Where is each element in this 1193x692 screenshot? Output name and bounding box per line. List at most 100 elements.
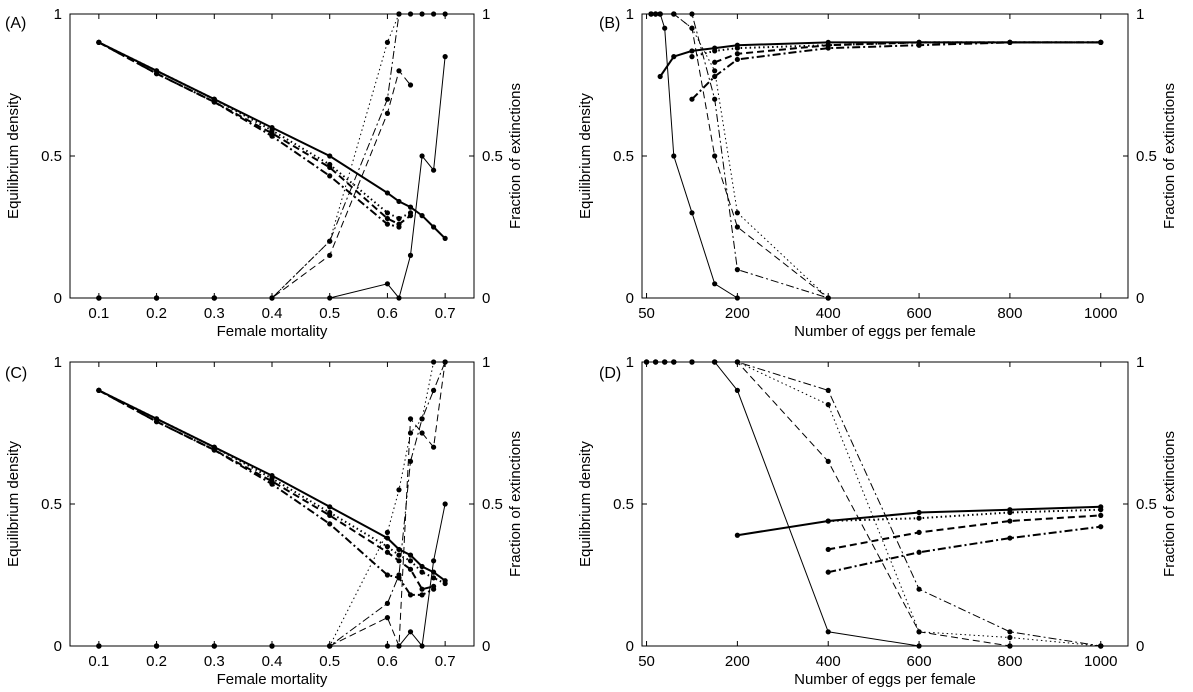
data-point	[1007, 629, 1013, 635]
data-point	[734, 359, 740, 365]
data-point	[407, 558, 414, 564]
series-line	[651, 13, 829, 299]
data-point	[431, 359, 437, 365]
data-point	[825, 629, 831, 635]
series-line	[98, 361, 435, 647]
data-point	[96, 387, 102, 393]
data-point	[825, 546, 831, 553]
data-point	[96, 39, 102, 46]
data-point	[643, 359, 650, 365]
data-point	[712, 59, 718, 65]
series-line	[659, 41, 1101, 78]
data-point	[825, 45, 831, 51]
x-tick-label: 0.1	[88, 305, 109, 322]
panel-c: 0.1 0.2 0.3 0.4 0.5 0.6 0.7 0 0.5 1 0 0.5 1 Female mo…	[5, 354, 524, 688]
x-tick-label: 0.7	[435, 653, 456, 670]
data-point	[825, 458, 831, 464]
data-point	[671, 54, 677, 60]
data-point	[419, 416, 425, 422]
series-line	[98, 41, 412, 226]
y-right-tick-label: 0	[482, 290, 490, 307]
data-point	[407, 416, 414, 422]
data-point	[327, 521, 333, 527]
data-point	[96, 643, 102, 649]
plot-frame	[641, 361, 1129, 647]
panel-d: 50 200 400 600 800 1000 0 0.5 1 0 0.5 1 Number of eg…	[577, 354, 1178, 688]
data-point	[916, 515, 922, 521]
data-point	[1098, 524, 1104, 530]
series-line	[98, 361, 446, 647]
panel-label: (A)	[5, 15, 26, 32]
y-right-tick-label: 1	[482, 6, 490, 23]
panel-label: (D)	[599, 365, 621, 382]
y-right-tick-label: 0.5	[482, 496, 503, 513]
x-tick-label: 800	[997, 305, 1022, 322]
x-tick-label: 0.2	[146, 653, 167, 670]
series-line	[98, 69, 411, 299]
data-point	[431, 11, 437, 17]
data-point	[407, 458, 414, 464]
series-extinction-dashdot	[96, 11, 448, 301]
data-point	[916, 509, 922, 516]
plot-frame	[69, 361, 475, 647]
series-line	[98, 41, 411, 220]
data-point	[396, 224, 402, 230]
data-point	[662, 359, 668, 365]
data-point	[153, 295, 160, 301]
data-point	[442, 501, 448, 507]
x-tick-label: 0.1	[88, 653, 109, 670]
series-extinction-dashed	[96, 68, 414, 301]
plot-frame	[69, 13, 475, 299]
data-point	[396, 546, 402, 553]
series-extinction-solid	[96, 54, 448, 301]
data-point	[396, 295, 402, 301]
y-right-axis-label: Fraction of extinctions	[507, 431, 524, 577]
data-point	[384, 190, 391, 196]
data-point	[431, 387, 437, 393]
data-point	[327, 504, 333, 510]
y-right-tick-label: 0	[482, 638, 490, 655]
data-point	[916, 529, 922, 536]
data-point	[734, 224, 740, 230]
series-density-dashed	[825, 512, 1104, 553]
data-point	[407, 213, 414, 219]
y-right-tick-label: 0.5	[482, 148, 503, 165]
data-point	[1098, 507, 1104, 513]
x-tick-label: 0.2	[146, 305, 167, 322]
data-point	[384, 39, 391, 46]
data-point	[396, 198, 402, 205]
data-point	[396, 487, 402, 493]
data-point	[1098, 512, 1104, 518]
data-point	[442, 235, 448, 241]
series-line	[98, 503, 446, 648]
data-point	[657, 11, 663, 17]
data-point	[916, 549, 922, 555]
data-point	[442, 54, 448, 60]
y-tick-label: 0	[54, 638, 62, 655]
x-tick-label: 400	[816, 305, 841, 322]
x-tick-label: 0.6	[377, 305, 398, 322]
data-point	[384, 281, 391, 287]
y-tick-label: 0.5	[41, 148, 62, 165]
data-point	[442, 580, 448, 587]
series-line	[651, 13, 829, 299]
data-point	[327, 153, 333, 159]
data-point	[1098, 39, 1104, 46]
data-point	[407, 252, 414, 258]
data-point	[419, 430, 425, 436]
y-right-tick-label: 1	[482, 354, 490, 371]
data-point	[384, 110, 391, 116]
x-tick-label: 50	[638, 653, 655, 670]
data-point	[734, 387, 740, 393]
series-line	[828, 514, 1101, 551]
data-point	[712, 153, 718, 159]
series-line	[646, 361, 1101, 647]
data-point	[442, 359, 448, 365]
y-right-axis-label: Fraction of extinctions	[1161, 431, 1178, 577]
data-point	[407, 204, 414, 210]
x-tick-label: 1000	[1084, 305, 1117, 322]
data-point	[689, 54, 695, 60]
series-extinction-solid	[643, 359, 1104, 649]
data-point	[1007, 634, 1013, 641]
data-point	[671, 359, 677, 365]
